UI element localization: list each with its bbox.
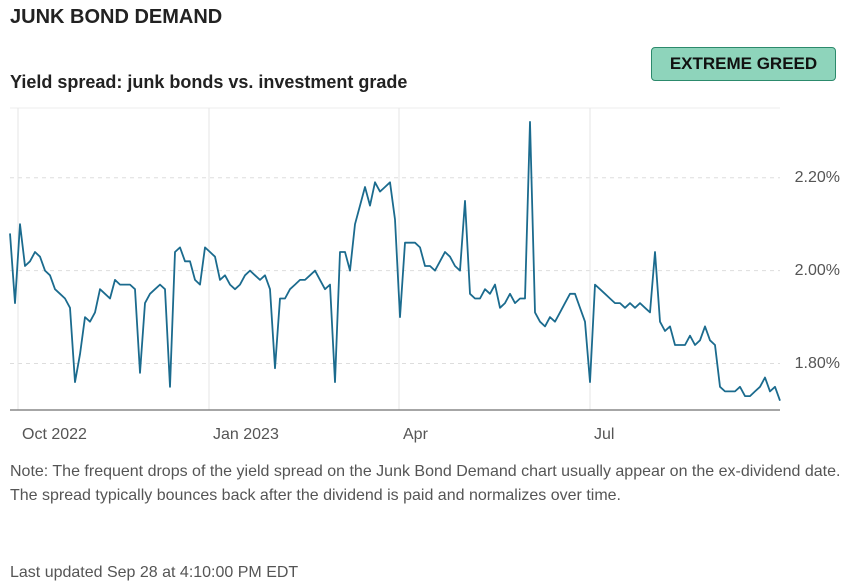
footer: Last updated Sep 28 at 4:10:00 PM EDT — [10, 564, 299, 581]
y-tick-label: 1.80% — [795, 355, 840, 372]
x-tick-label: Apr — [403, 426, 429, 443]
y-tick-label: 2.00% — [795, 262, 840, 279]
x-tick-label: Oct 2022 — [22, 426, 87, 443]
x-tick-label: Jul — [594, 426, 614, 443]
chart: 1.80% 2.00% 2.20% Oct 2022 Jan 2023 Apr Jul — [9, 107, 840, 443]
badge: EXTREME GREED — [651, 47, 836, 81]
title: JUNK BOND DEMAND — [10, 6, 223, 28]
note: Note: The frequent drops of the yield sp… — [10, 463, 841, 504]
y-tick-label: 2.20% — [795, 169, 840, 186]
subtitle: Yield spread: junk bonds vs. investment … — [10, 72, 408, 92]
x-tick-label: Jan 2023 — [213, 426, 279, 443]
line — [9, 121, 781, 402]
